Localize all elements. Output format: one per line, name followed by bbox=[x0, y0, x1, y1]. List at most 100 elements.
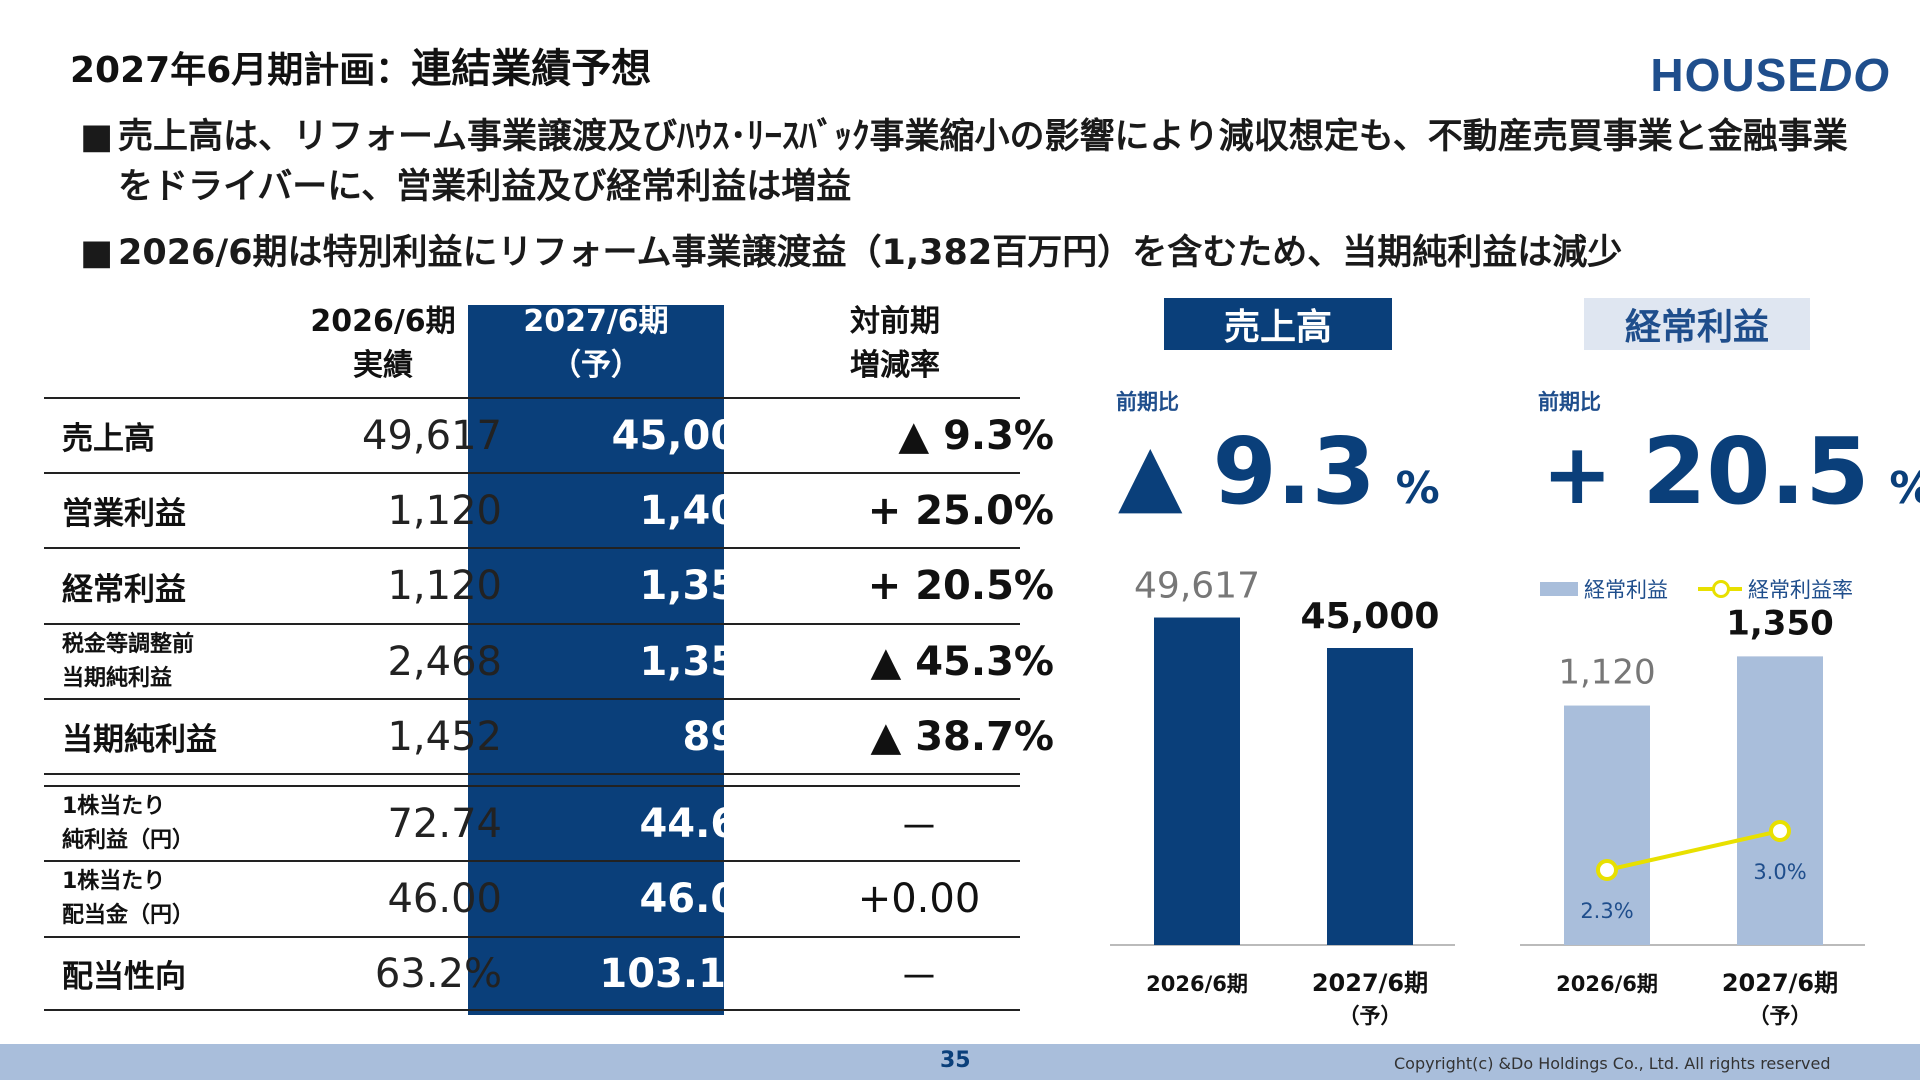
header-line: 実績 bbox=[353, 348, 413, 383]
row-label: 経常利益 bbox=[62, 571, 186, 608]
row-label: 売上高 bbox=[62, 421, 155, 457]
row-label-line: 1株当たり bbox=[62, 869, 166, 894]
change-value: ▲ 45.3% bbox=[870, 638, 1054, 685]
row-label: 税金等調整前 当期純利益 bbox=[62, 625, 194, 698]
table-row: 売上高 49,617 45,000 ▲ 9.3% bbox=[44, 397, 1054, 472]
ordinary-profit-chart: 1,120 2026/6期 1,350 2027/6期 （予） 2.3% 3.0% bbox=[1520, 603, 1865, 1028]
sales-bar-chart: 49,617 2026/6期 45,000 2027/6期 （予） bbox=[1110, 566, 1455, 1028]
header-line: 2026/6期 bbox=[310, 304, 456, 339]
down-triangle-icon: ▲ bbox=[1118, 425, 1183, 523]
page-number: 35 bbox=[940, 1048, 971, 1073]
actual-value: 2,468 bbox=[387, 638, 502, 685]
table-header-forecast: 2027/6期 （予） bbox=[468, 300, 724, 388]
forecast-value: 1,400 bbox=[639, 487, 766, 534]
row-label-line: 1株当たり bbox=[62, 793, 166, 819]
margin-rate-data-label: 2.3% bbox=[1580, 899, 1633, 923]
legend-line-label: 経常利益率 bbox=[1748, 578, 1853, 602]
page-title-main: 連結業績予想 bbox=[411, 46, 652, 92]
ordinary-yoy-unit: % bbox=[1889, 463, 1920, 514]
actual-value: 1,120 bbox=[387, 487, 502, 534]
legend-bar-label: 経常利益 bbox=[1584, 578, 1668, 602]
actual-value: 1,452 bbox=[387, 713, 502, 760]
margin-rate-point bbox=[1596, 859, 1618, 881]
bullet-text: 2026/6期は特別利益にリフォーム事業譲渡益（1,382百万円）を含むため、当… bbox=[118, 233, 1623, 273]
forecast-value: 1,350 bbox=[639, 563, 766, 609]
ordinary-profit-bar bbox=[1737, 656, 1823, 945]
forecast-value: 891 bbox=[682, 713, 767, 760]
actual-value: 46.00 bbox=[387, 876, 502, 922]
plus-icon: + bbox=[1542, 425, 1613, 523]
row-label: 1株当たり 純利益（円） bbox=[62, 787, 194, 860]
ordinary-category-label: 2027/6期 bbox=[1722, 969, 1838, 997]
change-value: － bbox=[899, 804, 939, 851]
sales-category-label: 2027/6期 bbox=[1312, 969, 1428, 997]
bullet-square-icon: ■ bbox=[80, 233, 114, 273]
sales-data-label: 49,617 bbox=[1134, 566, 1260, 607]
bullet-item: ■ 2026/6期は特別利益にリフォーム事業譲渡益（1,382百万円）を含むため… bbox=[80, 228, 1860, 278]
legend-bar-swatch bbox=[1540, 582, 1578, 596]
table-row: 経常利益 1,120 1,350 + 20.5% bbox=[44, 547, 1054, 623]
sales-category-label: 2026/6期 bbox=[1146, 972, 1248, 996]
ordinary-yoy-number: 20.5 bbox=[1642, 418, 1870, 525]
table-row: 配当性向 63.2% 103.1% － bbox=[44, 936, 1020, 1011]
sales-tag: 売上高 bbox=[1164, 298, 1392, 350]
forecast-value: 46.00 bbox=[639, 876, 766, 922]
margin-rate-line bbox=[1606, 829, 1781, 872]
change-value: + 25.0% bbox=[867, 487, 1054, 534]
bullet-text: 売上高は、リフォーム事業譲渡及びﾊｳｽ･ﾘｰｽﾊﾞｯｸ事業縮小の影響により減収想… bbox=[118, 117, 1848, 207]
header-line: （予） bbox=[551, 348, 641, 383]
sales-yoy-label: 前期比 bbox=[1116, 390, 1179, 414]
forecast-value: 103.1% bbox=[599, 950, 766, 997]
margin-rate-data-label: 3.0% bbox=[1753, 860, 1806, 884]
table-row: 税金等調整前 当期純利益 2,468 1,350 ▲ 45.3% bbox=[44, 623, 1054, 698]
ordinary-profit-data-label: 1,350 bbox=[1726, 603, 1834, 643]
header-line: 対前期 bbox=[850, 304, 940, 339]
copyright-text: Copyright(c) &Do Holdings Co., Ltd. All … bbox=[1394, 1054, 1831, 1073]
sales-data-label: 45,000 bbox=[1301, 596, 1440, 637]
page-title-prefix: 2027年6月期計画： bbox=[70, 50, 412, 91]
legend-line-swatch bbox=[1698, 580, 1742, 598]
change-value: ▲ 38.7% bbox=[870, 713, 1054, 760]
forecast-value: 44.62 bbox=[639, 800, 766, 847]
actual-value: 1,120 bbox=[387, 563, 502, 609]
ordinary-category-label: （予） bbox=[1749, 1004, 1812, 1028]
table-row: 営業利益 1,120 1,400 + 25.0% bbox=[44, 472, 1054, 547]
logo-do: DO bbox=[1819, 49, 1890, 101]
forecast-value: 45,000 bbox=[611, 412, 766, 459]
change-value: － bbox=[899, 954, 939, 1001]
summary-bullets: ■ 売上高は、リフォーム事業譲渡及びﾊｳｽ･ﾘｰｽﾊﾞｯｸ事業縮小の影響により減… bbox=[80, 112, 1860, 294]
row-label-line: 純利益（円） bbox=[62, 827, 195, 853]
row-label-line: 当期純利益 bbox=[62, 665, 173, 691]
footer-bar bbox=[0, 1044, 1920, 1080]
header-line: 2027/6期 bbox=[523, 304, 669, 339]
ordinary-yoy-label: 前期比 bbox=[1538, 390, 1601, 414]
logo-house: HOUSE bbox=[1650, 49, 1819, 101]
company-logo: HOUSEDO bbox=[1650, 48, 1890, 102]
table-header-change: 対前期 増減率 bbox=[800, 300, 990, 388]
margin-rate-point bbox=[1769, 820, 1791, 842]
table-row: 1株当たり 純利益（円） 72.74 44.62 － bbox=[44, 785, 1020, 860]
table-row-gap bbox=[44, 773, 1020, 785]
sales-yoy-unit: % bbox=[1395, 463, 1440, 514]
table-row: 1株当たり 配当金（円） 46.00 46.00 +0.00 bbox=[44, 860, 1020, 936]
ordinary-yoy-value: + 20.5 % bbox=[1542, 418, 1920, 525]
row-label: 営業利益 bbox=[62, 496, 186, 532]
sales-yoy-value: ▲ 9.3 % bbox=[1118, 418, 1440, 525]
actual-value: 63.2% bbox=[374, 950, 502, 997]
ordinary-profit-tag: 経常利益 bbox=[1584, 298, 1810, 350]
table-header-actual: 2026/6期 実績 bbox=[300, 300, 466, 388]
row-label: 1株当たり 配当金（円） bbox=[62, 862, 194, 936]
sales-yoy-number: 9.3 bbox=[1212, 418, 1376, 525]
page-title: 2027年6月期計画：連結業績予想 bbox=[70, 36, 651, 94]
change-value: +0.00 bbox=[857, 876, 981, 922]
ordinary-profit-bar bbox=[1564, 705, 1650, 945]
sales-bar bbox=[1327, 648, 1413, 945]
forecast-column-highlight bbox=[468, 305, 724, 1015]
ordinary-category-label: 2026/6期 bbox=[1556, 972, 1658, 996]
ordinary-profit-data-label: 1,120 bbox=[1558, 653, 1655, 693]
bullet-square-icon: ■ bbox=[80, 117, 114, 157]
row-label-line: 配当金（円） bbox=[62, 903, 195, 928]
forecast-value: 1,350 bbox=[639, 638, 766, 685]
header-line: 増減率 bbox=[850, 348, 940, 383]
row-label-line: 税金等調整前 bbox=[62, 631, 195, 657]
